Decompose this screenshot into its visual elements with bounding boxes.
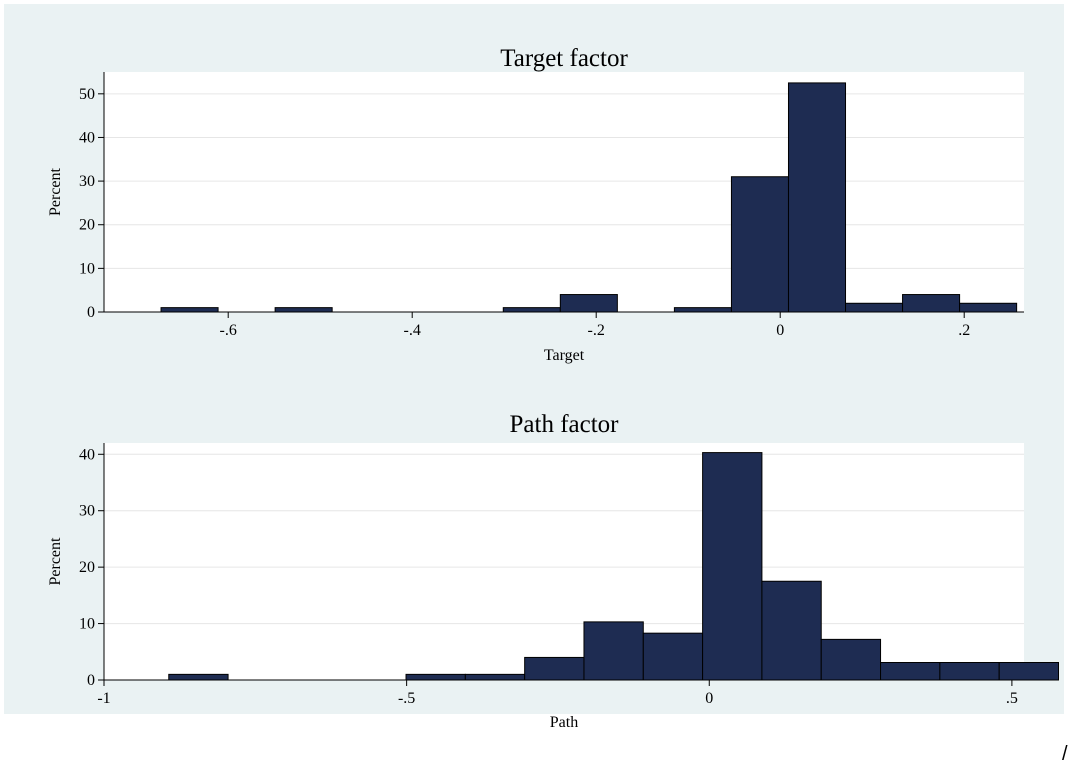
y-tick-label: 10 — [79, 260, 95, 277]
y-tick-label: 30 — [79, 503, 95, 520]
y-axis-label: Percent — [47, 167, 64, 216]
plot-area — [104, 443, 1024, 680]
y-tick-label: 20 — [79, 559, 95, 576]
x-tick-label: 0 — [705, 690, 713, 707]
y-tick-label: 40 — [79, 446, 95, 463]
histogram-bar — [730, 176, 789, 313]
histogram-bar — [502, 307, 561, 313]
x-axis-label: Target — [544, 347, 585, 364]
y-tick-label: 0 — [87, 304, 95, 321]
histogram-bar — [959, 302, 1018, 313]
histogram-bar — [642, 632, 704, 681]
y-tick-label: 50 — [79, 86, 95, 103]
histogram-bar — [787, 82, 847, 313]
histogram-bar — [880, 662, 941, 681]
chart-title: Path factor — [510, 411, 620, 438]
histogram-bar — [524, 656, 585, 681]
histogram-bar — [405, 673, 466, 681]
histogram-bar — [559, 294, 618, 313]
y-tick-label: 10 — [79, 616, 95, 633]
x-tick-label: -.6 — [220, 322, 237, 339]
chart-panel-1: 0 10 20 30 40 50 -.6 -.4 -.2 0 .2 Target factor Targ… — [47, 45, 1024, 364]
histogram-bar — [998, 662, 1059, 681]
histogram-bar — [845, 302, 904, 313]
x-tick-label: .5 — [1006, 690, 1018, 707]
y-tick-label: 40 — [79, 129, 95, 146]
histogram-bar — [464, 673, 526, 681]
x-tick-label: .2 — [958, 322, 970, 339]
histogram-bar — [168, 673, 229, 681]
histogram-bar — [673, 307, 732, 313]
y-tick-label: 20 — [79, 217, 95, 234]
corner-mark: / — [1062, 743, 1068, 765]
x-tick-label: 0 — [776, 322, 784, 339]
x-axis-label: Path — [550, 714, 578, 731]
y-axis-label: Percent — [47, 537, 64, 586]
y-tick-label: 0 — [87, 672, 95, 689]
y-tick-label: 30 — [79, 173, 95, 190]
x-tick-label: -.5 — [398, 690, 415, 707]
histogram-bar — [583, 621, 644, 681]
chart-panel-2: 0 10 20 30 40 -1 -.5 0 .5 Path factor Path Percent — [47, 411, 1059, 731]
histogram-bar — [274, 307, 333, 313]
histogram-bar — [702, 452, 763, 681]
plot-area — [104, 72, 1024, 312]
x-tick-label: -.4 — [404, 322, 421, 339]
chart-title: Target factor — [500, 45, 628, 72]
x-tick-label: -.2 — [588, 322, 605, 339]
histogram-bar — [761, 580, 822, 681]
histogram-bar — [939, 662, 1000, 681]
x-tick-label: -1 — [97, 690, 110, 707]
histogram-bar — [902, 294, 961, 313]
histogram-bar — [160, 307, 219, 313]
histogram-bar — [820, 638, 882, 681]
